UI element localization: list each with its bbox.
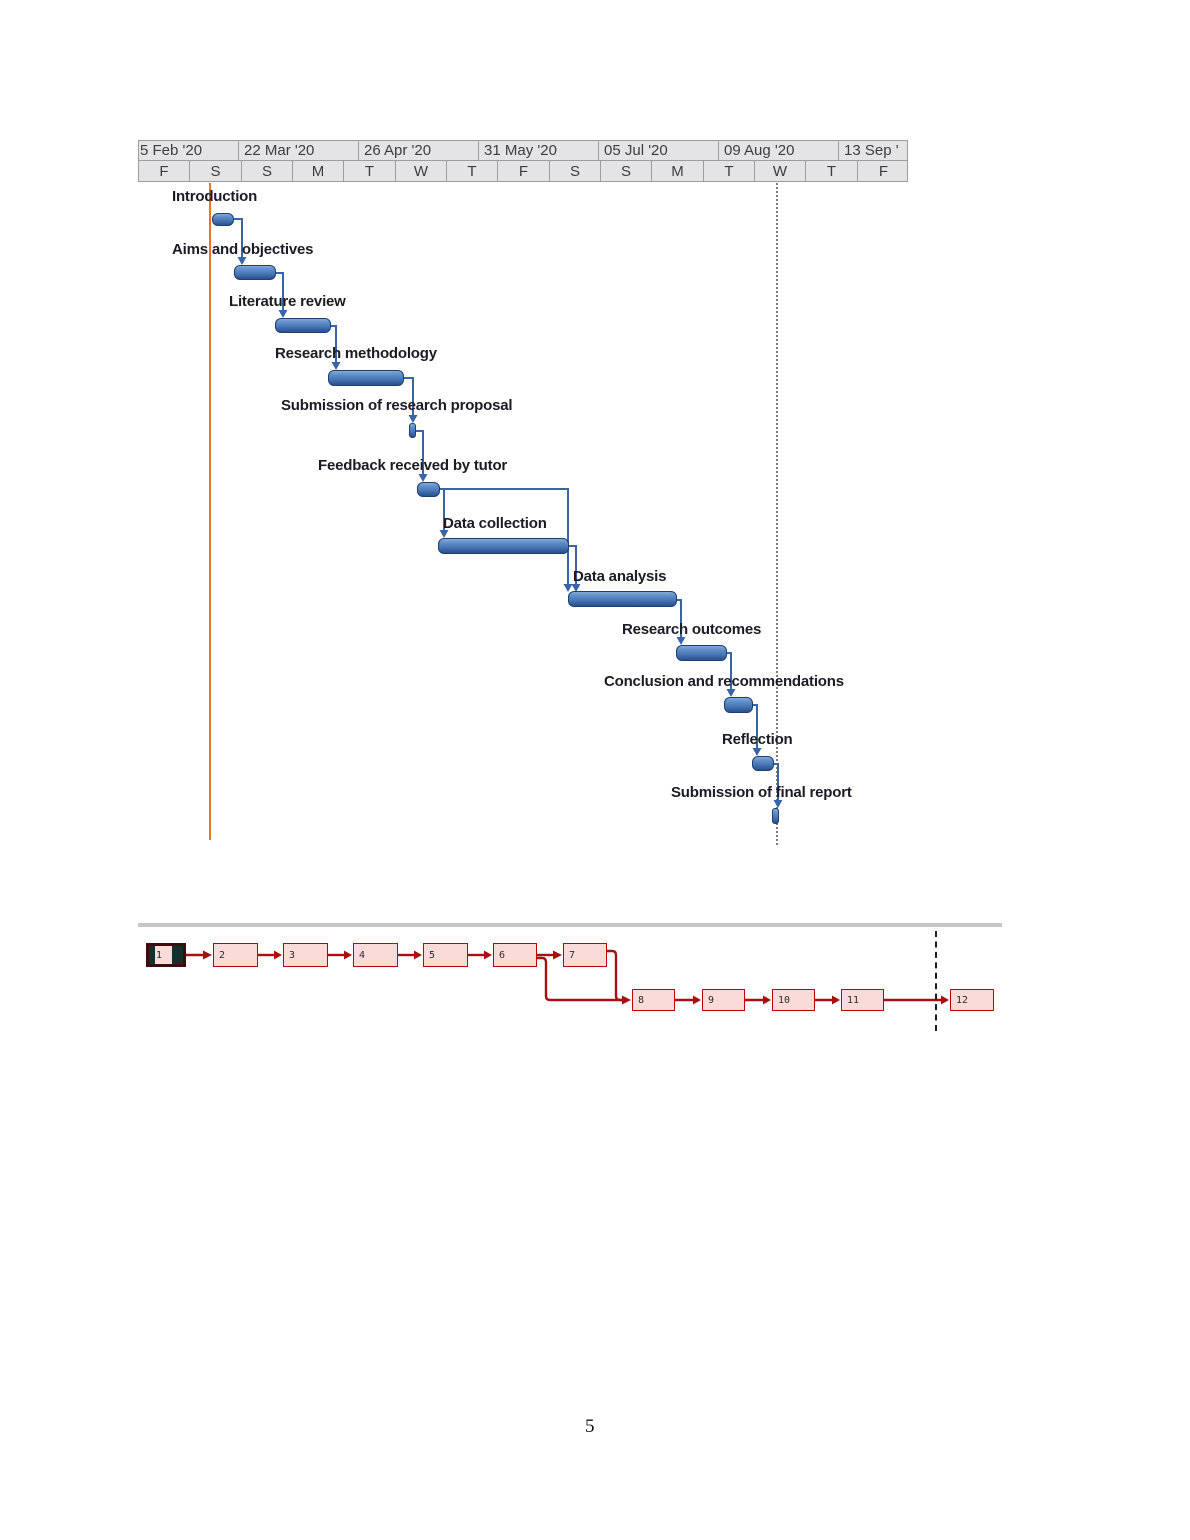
task-label: Aims and objectives — [172, 241, 314, 258]
timescale-day-cell: T — [806, 161, 858, 181]
current-date-line — [209, 183, 211, 840]
task-bar-data-collection[interactable] — [438, 538, 569, 554]
network-node-4[interactable]: 4 — [353, 943, 398, 967]
task-bar-feedback-received-by-tutor[interactable] — [417, 482, 440, 497]
network-node-label: 2 — [219, 949, 226, 961]
task-label: Conclusion and recommendations — [604, 673, 844, 690]
network-node-label: 7 — [569, 949, 576, 961]
network-node-label: 4 — [359, 949, 366, 961]
task-label: Introduction — [172, 188, 258, 205]
task-bar-introduction[interactable] — [212, 213, 234, 226]
network-node-7[interactable]: 7 — [563, 943, 607, 967]
timescale-date-cell: 22 Mar '20 — [239, 141, 359, 160]
timescale-day-cell: M — [293, 161, 344, 181]
network-node-1[interactable]: 1 — [146, 943, 186, 967]
task-label: Data collection — [443, 515, 547, 532]
task-bar-data-analysis[interactable] — [568, 591, 677, 607]
status-date-line — [776, 183, 778, 845]
timescale-day-cell: W — [396, 161, 447, 181]
milestone-bar-submission-of-final-report[interactable] — [772, 808, 779, 824]
network-node-11[interactable]: 11 — [841, 989, 884, 1011]
network-node-label: 9 — [708, 994, 715, 1006]
timescale-date-cell: 09 Aug '20 — [719, 141, 839, 160]
task-label: Reflection — [722, 731, 793, 748]
timescale-day-cell: T — [344, 161, 396, 181]
task-label: Research methodology — [275, 345, 437, 362]
page-number: 5 — [585, 1416, 595, 1437]
timescale-day-cell: S — [242, 161, 293, 181]
timescale-day-cell: F — [139, 161, 190, 181]
timescale-date-cell: 5 Feb '20 — [139, 141, 239, 160]
timescale-day-cell: W — [755, 161, 806, 181]
timescale-day-cell: S — [601, 161, 652, 181]
task-label: Data analysis — [573, 568, 667, 585]
network-node-10[interactable]: 10 — [772, 989, 815, 1011]
task-label: Literature review — [229, 293, 346, 310]
section-divider — [138, 923, 1002, 927]
network-node-label: 3 — [289, 949, 296, 961]
task-label: Feedback received by tutor — [318, 457, 508, 474]
timescale-day-row: F S S M T W T F S S M T W T F — [138, 161, 908, 182]
timescale-day-cell: S — [550, 161, 601, 181]
timescale-date-cell: 31 May '20 — [479, 141, 599, 160]
timescale-date-cell: 26 Apr '20 — [359, 141, 479, 160]
gantt-link-arrowheads — [237, 257, 783, 808]
network-node-label: 12 — [956, 994, 969, 1006]
task-label: Submission of final report — [671, 784, 852, 801]
timescale-date-row: 5 Feb '20 22 Mar '20 26 Apr '20 31 May '… — [138, 140, 908, 161]
task-bar-literature-review[interactable] — [275, 318, 331, 333]
task-bar-conclusion-and-recommendations[interactable] — [724, 697, 753, 713]
timescale-day-cell: T — [704, 161, 755, 181]
network-node-label: 10 — [778, 994, 791, 1006]
network-node-5[interactable]: 5 — [423, 943, 468, 967]
network-node-label: 5 — [429, 949, 436, 961]
timescale-day-cell: S — [190, 161, 242, 181]
task-bar-reflection[interactable] — [752, 756, 774, 771]
network-node-3[interactable]: 3 — [283, 943, 328, 967]
task-bar-research-methodology[interactable] — [328, 370, 404, 386]
network-node-2[interactable]: 2 — [213, 943, 258, 967]
task-label: Submission of research proposal — [281, 397, 513, 414]
network-node-12[interactable]: 12 — [950, 989, 994, 1011]
page-break-line — [935, 931, 937, 1031]
task-label: Research outcomes — [622, 621, 762, 638]
timescale-day-cell: T — [447, 161, 498, 181]
timescale-date-cell: 13 Sep ' — [844, 142, 899, 159]
timescale-date-cell: 05 Jul '20 — [599, 141, 719, 160]
milestone-bar-submission-of-research-proposal[interactable] — [409, 423, 416, 438]
network-node-label: 1 — [156, 949, 163, 961]
timescale-day-cell: M — [652, 161, 704, 181]
timescale-day-cell: F — [498, 161, 550, 181]
network-node-label: 8 — [638, 994, 645, 1006]
timescale-day-cell: F — [878, 162, 889, 180]
task-bar-aims-and-objectives[interactable] — [234, 265, 276, 280]
network-node-8[interactable]: 8 — [632, 989, 675, 1011]
network-node-label: 11 — [847, 994, 860, 1006]
network-node-label: 6 — [499, 949, 506, 961]
network-node-9[interactable]: 9 — [702, 989, 745, 1011]
network-node-6[interactable]: 6 — [493, 943, 537, 967]
task-bar-research-outcomes[interactable] — [676, 645, 727, 661]
